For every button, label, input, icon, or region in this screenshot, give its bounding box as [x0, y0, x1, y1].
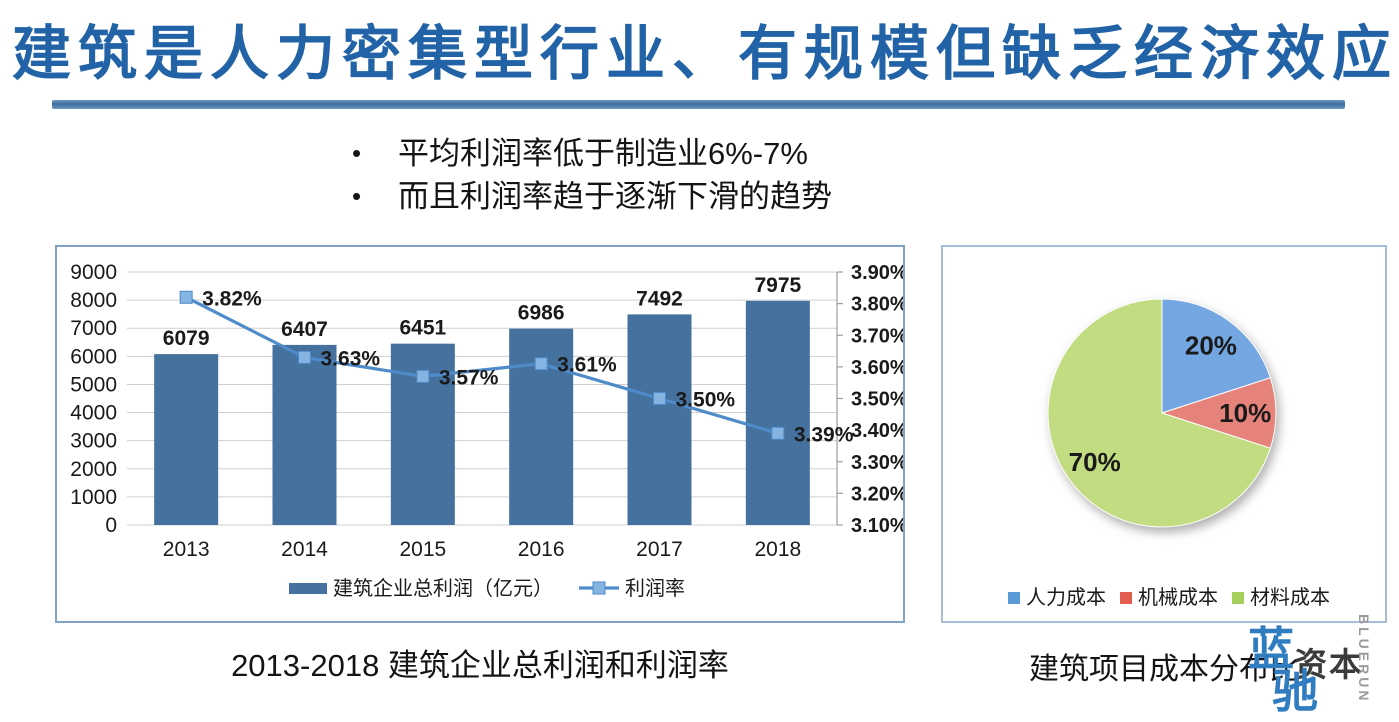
line-value-label: 3.61% [557, 354, 617, 377]
line-value-label: 3.39% [794, 423, 854, 446]
pie-slice [1161, 298, 1272, 414]
bar-value-label: 6407 [281, 318, 328, 341]
bullet-text: 平均利润率低于制造业6%-7% [398, 136, 808, 171]
line-value-label: 3.50% [676, 389, 736, 412]
x-axis-label: 2016 [518, 538, 565, 561]
legend-label: 人力成本 [1026, 586, 1106, 609]
title-underline [52, 100, 1345, 109]
right-axis-label: 3.30% [851, 452, 903, 474]
left-axis-label: 5000 [70, 373, 117, 396]
line-marker [179, 290, 193, 304]
bullet-text: 而且利润率趋于逐渐下滑的趋势 [398, 179, 832, 214]
bluerun-watermark: 蓝 资本 驰 BLUERUN [1238, 612, 1398, 722]
right-axis-label: 3.90% [851, 262, 903, 284]
pie-value-label: 70% [1069, 447, 1121, 477]
combo-chart-caption: 2013-2018 建筑企业总利润和利润率 [231, 648, 729, 683]
x-axis-label: 2014 [281, 538, 328, 561]
left-axis-label: 6000 [70, 345, 117, 368]
line-marker [298, 350, 311, 364]
right-axis-label: 3.40% [851, 420, 903, 442]
legend-swatch [1232, 592, 1244, 604]
combo-chart: 0 1000 2000 3000 4000 5000 6000 7000 8000 9000 3.1… [70, 261, 908, 600]
combo-chart-panel: 0 1000 2000 3000 4000 5000 6000 7000 8000 9000 3.1… [55, 245, 908, 623]
legend-label: 材料成本 [1250, 586, 1330, 609]
right-axis-label: 3.80% [851, 294, 903, 316]
bullet-list: • 平均利润率低于制造业6%-7% • 而且利润率趋于逐渐下滑的趋势 [352, 132, 832, 218]
bar [745, 300, 810, 525]
left-axis-label: 7000 [70, 317, 117, 340]
pie-value-label: 20% [1185, 331, 1237, 361]
x-axis-label: 2018 [754, 538, 801, 561]
x-axis-label: 2013 [163, 538, 210, 561]
bar-value-label: 6451 [399, 317, 446, 340]
line-marker [771, 426, 785, 440]
line-marker [534, 357, 548, 371]
bar-value-label: 7975 [754, 274, 801, 297]
pie-slice [1160, 377, 1277, 449]
line-marker [416, 369, 430, 383]
legend-line-marker [592, 581, 606, 595]
legend-label: 机械成本 [1138, 586, 1218, 609]
bullet-item: • 而且利润率趋于逐渐下滑的趋势 [352, 175, 832, 218]
bar [154, 354, 219, 525]
bar [272, 344, 337, 525]
pie-chart-caption: 建筑项目成本分布比 [1029, 653, 1299, 686]
bullet-dot-icon: • [352, 138, 362, 168]
left-axis-label: 3000 [70, 430, 117, 453]
line-value-label: 3.63% [321, 347, 381, 370]
x-axis-label: 2017 [636, 538, 683, 561]
legend-bar-swatch [289, 583, 327, 594]
pie-chart-panel: 20% 10% 70% 人力成本 机械成本 材料成本 [941, 245, 1387, 623]
line-value-label: 3.82% [202, 287, 262, 310]
line-value-label: 3.57% [439, 366, 499, 389]
watermark-vertical-text: BLUERUN [1356, 614, 1372, 704]
right-axis-label: 3.60% [851, 357, 903, 379]
legend-swatch [1008, 592, 1020, 604]
bullet-item: • 平均利润率低于制造业6%-7% [352, 132, 832, 175]
watermark-char-chi: 驰 [1272, 665, 1318, 717]
left-axis-label: 1000 [70, 486, 117, 509]
left-axis-label: 8000 [70, 289, 117, 312]
page-title: 建筑是人力密集型行业、有规模但缺乏经济效应 [12, 21, 1399, 87]
pie-value-label: 10% [1219, 398, 1271, 428]
left-axis-label: 0 [105, 514, 117, 537]
line-marker [653, 392, 666, 405]
right-axis-label: 3.70% [851, 325, 903, 347]
bar-value-label: 7492 [636, 287, 683, 310]
watermark-suffix: 资本 [1294, 646, 1364, 683]
legend-swatch [1120, 592, 1132, 604]
right-axis-label: 3.10% [851, 515, 903, 537]
legend-label: 利润率 [625, 577, 685, 600]
pie-chart: 20% 10% 70% 人力成本 机械成本 材料成本 [1008, 298, 1330, 609]
bar [627, 314, 692, 525]
right-axis-label: 3.50% [851, 389, 903, 411]
legend-label: 建筑企业总利润（亿元） [333, 577, 553, 600]
bullet-dot-icon: • [352, 181, 362, 211]
pie-slices [1047, 298, 1277, 528]
left-axis-label: 9000 [70, 261, 117, 284]
x-axis-label: 2015 [399, 538, 446, 561]
right-axis-label: 3.20% [851, 483, 903, 505]
profit-rate-line [185, 295, 779, 435]
left-axis-label: 2000 [70, 458, 117, 481]
bar-value-label: 6079 [163, 327, 210, 350]
watermark-char-lan: 蓝 [1248, 623, 1294, 675]
pie-slice [1047, 298, 1272, 528]
left-axis-label: 4000 [70, 402, 117, 425]
bar-value-label: 6986 [518, 302, 565, 325]
